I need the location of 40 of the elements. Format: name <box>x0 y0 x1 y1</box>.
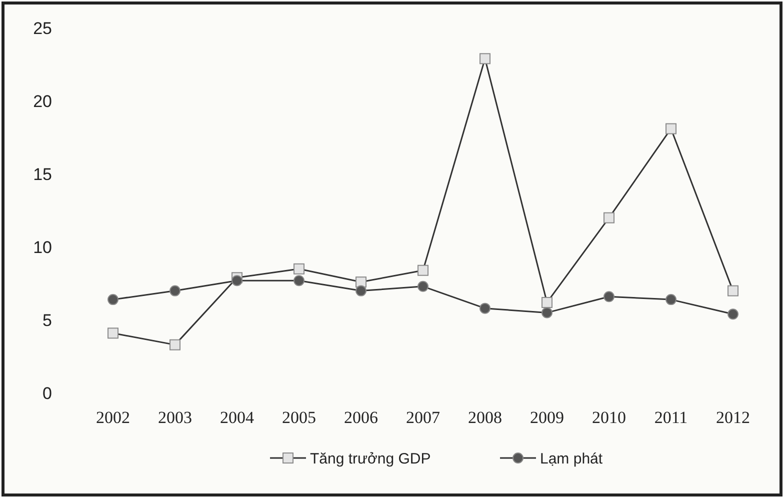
x-tick-label: 2010 <box>592 408 626 427</box>
x-tick-label: 2011 <box>654 408 688 427</box>
legend-label: Lạm phát <box>540 450 604 468</box>
x-tick-label: 2003 <box>158 408 192 427</box>
point <box>294 275 304 286</box>
y-tick-label: 15 <box>33 164 52 184</box>
point <box>480 302 490 314</box>
legend-label: Tăng trưởng GDP <box>310 450 431 468</box>
point <box>728 308 738 320</box>
point <box>356 276 366 288</box>
point <box>604 212 614 224</box>
point <box>418 264 428 276</box>
x-tick-label: 2012 <box>716 408 750 427</box>
point <box>728 285 738 296</box>
point <box>170 285 180 296</box>
y-tick-label: 25 <box>33 18 52 38</box>
y-tick-label: 0 <box>42 384 52 403</box>
y-tick-label: 5 <box>42 310 52 330</box>
y-tick-label: 10 <box>33 238 52 257</box>
point <box>666 123 676 134</box>
x-tick-label: 2002 <box>96 408 130 427</box>
y-tick-label: 20 <box>33 92 52 111</box>
point <box>418 280 428 292</box>
point <box>108 328 118 339</box>
point <box>232 275 242 286</box>
point <box>108 294 118 306</box>
point <box>356 285 366 296</box>
x-tick-label: 2005 <box>282 408 316 427</box>
point <box>666 294 676 306</box>
point <box>294 263 304 274</box>
point <box>542 307 552 318</box>
x-tick-label: 2006 <box>344 408 378 427</box>
point <box>542 296 552 308</box>
point <box>170 339 180 350</box>
x-tick-label: 2007 <box>406 408 440 427</box>
x-tick-label: 2004 <box>220 408 254 427</box>
point <box>480 53 490 64</box>
x-tick-label: 2008 <box>468 408 502 427</box>
point <box>604 291 614 302</box>
x-tick-label: 2009 <box>530 408 564 427</box>
